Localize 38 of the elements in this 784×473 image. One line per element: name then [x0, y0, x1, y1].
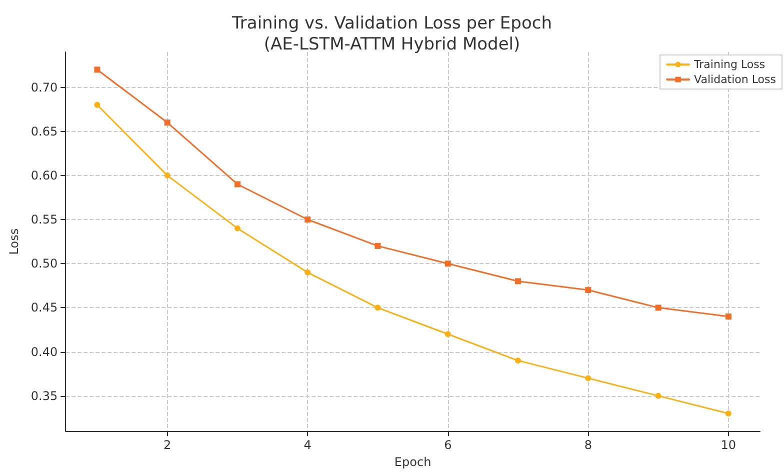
x-tick-label: 10	[720, 438, 736, 452]
point	[585, 375, 592, 382]
point	[374, 304, 381, 311]
y-tick-label: 0.70	[30, 80, 58, 94]
point	[725, 313, 732, 320]
x-axis-title: Epoch	[394, 455, 432, 469]
legend-label: Training Loss	[693, 58, 766, 71]
point	[655, 392, 662, 399]
point	[94, 66, 100, 73]
point	[585, 287, 592, 294]
y-tick-label: 0.40	[30, 344, 58, 359]
x-tick-label: 4	[304, 438, 312, 452]
point	[515, 278, 522, 284]
y-tick-label: 0.60	[30, 168, 58, 182]
x-tick-label: 6	[444, 438, 452, 452]
point	[444, 260, 451, 267]
chart-title: Training vs. Validation Loss per Epoch (AE-LSTM-ATTM Hybrid Model)	[231, 14, 552, 54]
y-tick-label: 0.65	[30, 124, 58, 138]
y-axis-title: Loss	[7, 228, 21, 255]
point	[234, 181, 240, 188]
point	[164, 172, 170, 178]
y-tick-label: 0.35	[30, 388, 58, 403]
x-tick-label: 8	[584, 438, 592, 452]
x-tick-label: 2	[164, 438, 172, 452]
point	[725, 410, 732, 416]
point	[655, 304, 662, 311]
y-tick-label: 0.55	[30, 212, 58, 227]
y-tick-label: 0.45	[30, 300, 58, 315]
y-tick-label: 0.50	[30, 256, 58, 271]
point	[444, 331, 451, 338]
point	[304, 269, 311, 276]
legend-label: Validation Loss	[694, 73, 776, 86]
point	[94, 102, 100, 108]
point	[374, 242, 381, 249]
point	[515, 358, 522, 364]
point	[164, 120, 170, 126]
point	[234, 225, 240, 232]
point	[304, 216, 311, 223]
